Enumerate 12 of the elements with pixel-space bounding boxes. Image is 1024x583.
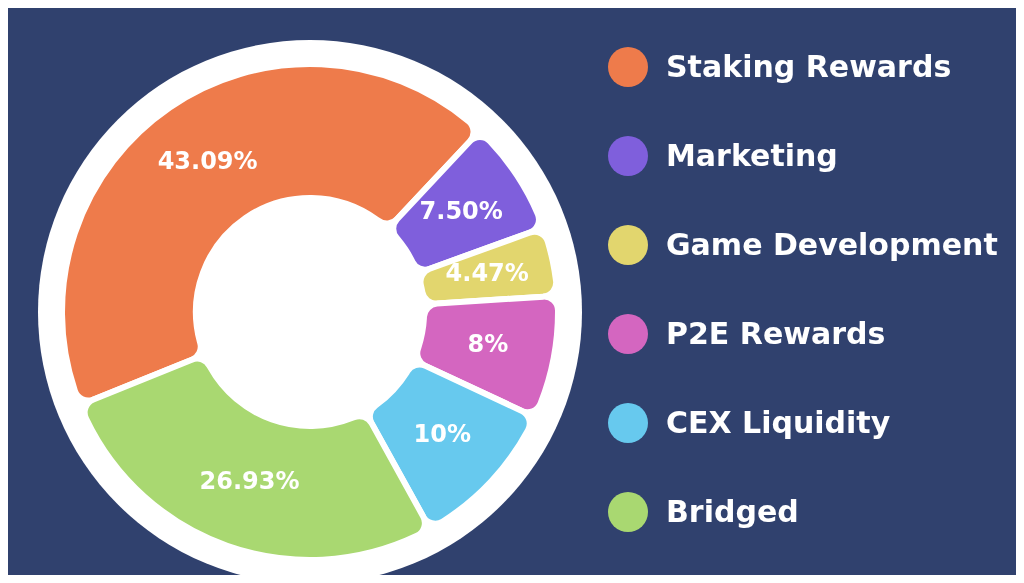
legend-label: CEX Liquidity	[666, 405, 891, 440]
legend-label: P2E Rewards	[666, 316, 886, 351]
data-label: 8%	[467, 329, 509, 358]
data-label: 10%	[413, 419, 472, 448]
data-label: 43.09%	[157, 146, 258, 175]
legend-label: Game Development	[666, 227, 998, 262]
data-label: 4.47%	[445, 259, 529, 288]
legend-label: Bridged	[666, 494, 799, 529]
data-label: 7.50%	[419, 196, 503, 225]
legend-label: Staking Rewards	[666, 49, 952, 84]
legend-label: Marketing	[666, 138, 838, 173]
data-label: 26.93%	[199, 466, 300, 495]
